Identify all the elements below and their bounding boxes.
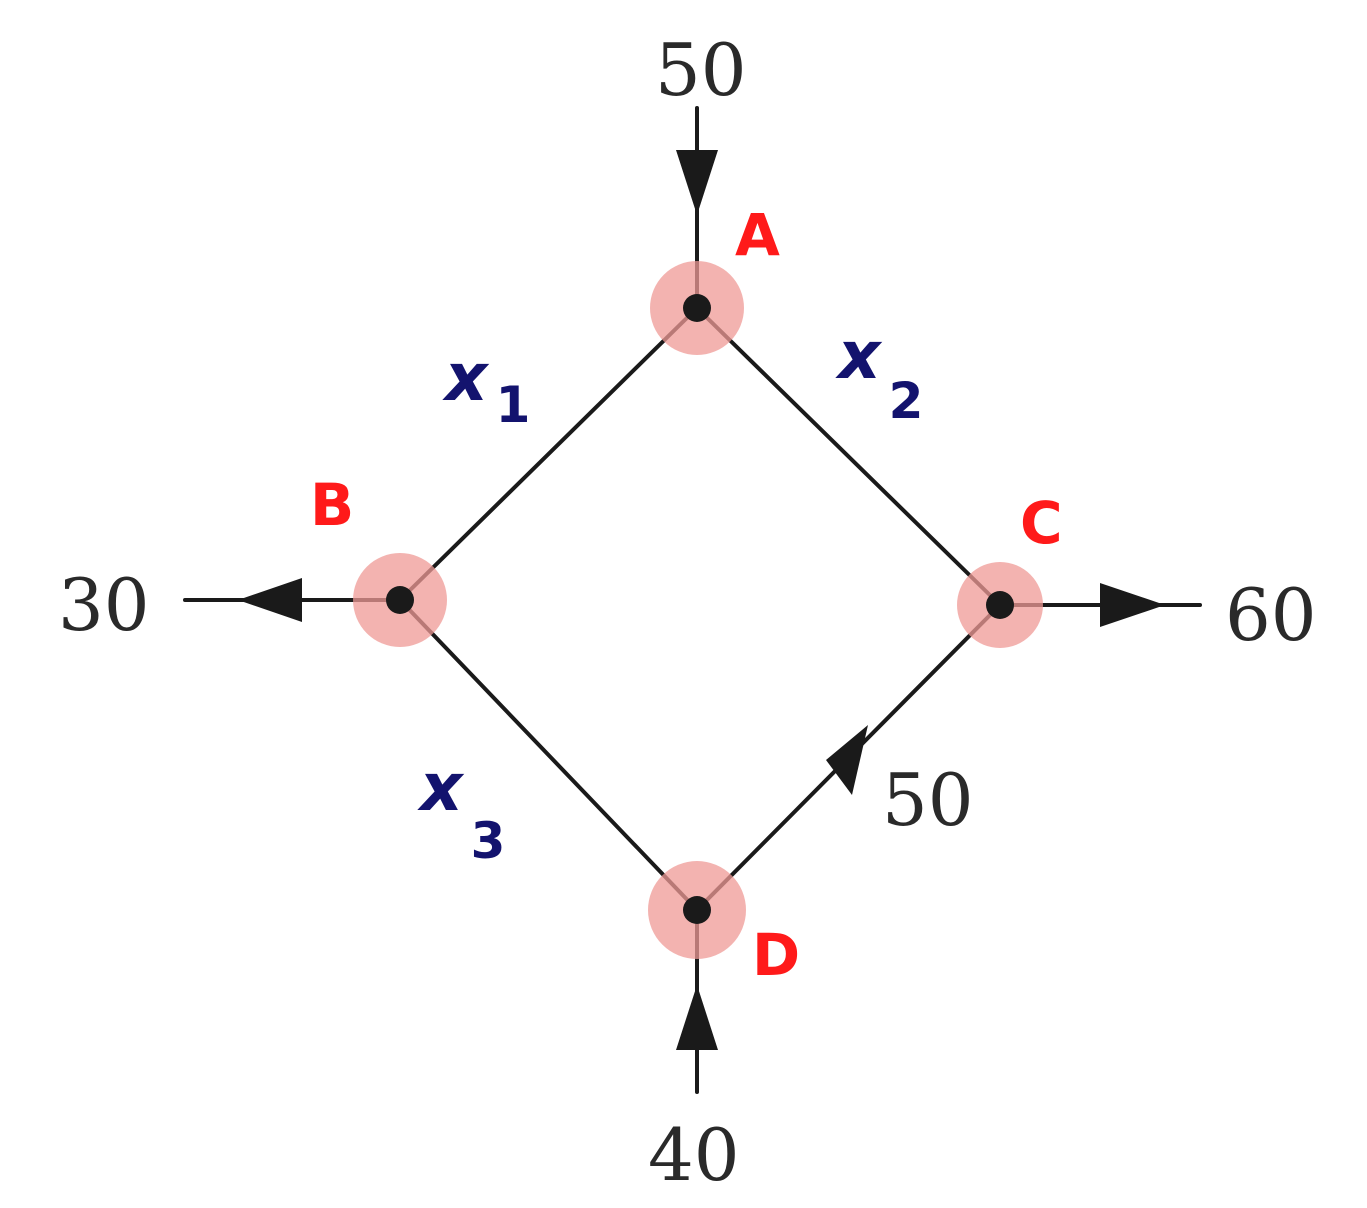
node-b [353,553,447,647]
variable-x3-subscript: 3 [471,812,506,870]
variable-x3-main: x [417,749,465,826]
edge-b-d [398,598,699,912]
variable-x2-main: x [835,317,883,394]
flow-in-d-value: 40 [648,1113,740,1197]
flow-out-c-value: 60 [1225,573,1317,657]
flow-in-a-value: 50 [655,28,747,112]
variable-x3-label: x3 [417,749,505,870]
variable-x2-subscript: 2 [889,372,924,430]
edge-a-b [398,306,699,602]
edge-a-c [695,306,1002,607]
node-dot [386,586,414,614]
node-dot [683,896,711,924]
node-c [957,562,1043,648]
node-d [648,861,746,959]
variable-x2-label: x2 [835,317,923,430]
flow-out-b-value: 30 [58,563,150,647]
node-label-d: D [752,921,800,989]
node-dot [986,591,1014,619]
arrow-in-d-icon [676,985,718,1050]
node-a [650,261,744,355]
arrow-d-c-icon [826,725,868,795]
arrow-in-a-icon [676,150,718,215]
flow-d-c-value: 50 [882,758,974,842]
variable-x1-subscript: 1 [496,376,531,434]
variable-x1-main: x [442,339,490,416]
node-label-a: A [735,201,780,269]
node-label-c: C [1020,489,1063,557]
node-dot [683,294,711,322]
arrow-out-c-icon [1100,583,1165,627]
node-label-b: B [310,471,354,539]
arrow-out-b-icon [238,578,302,622]
